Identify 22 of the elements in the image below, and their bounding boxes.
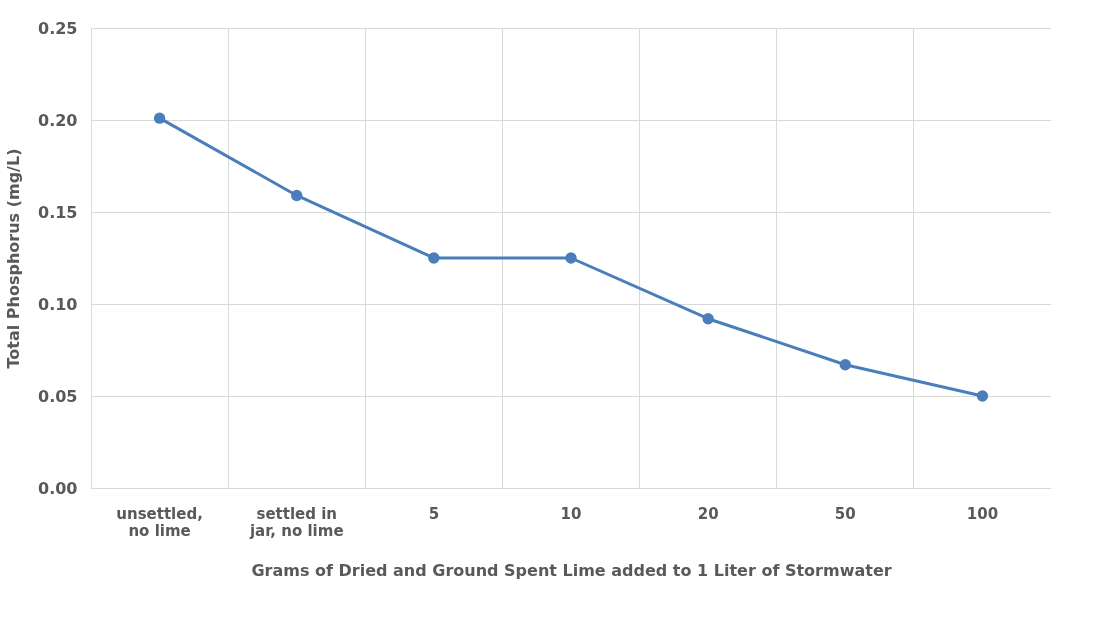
point: [153, 112, 166, 124]
y-tick-label: 0.20: [38, 110, 78, 130]
point: [839, 359, 851, 371]
x-tick-label: 50: [834, 504, 856, 523]
x-tick-label: 5: [428, 504, 440, 523]
x-tick-label: 100: [966, 504, 999, 523]
y-tick-label: 0.25: [38, 18, 78, 38]
point: [702, 313, 714, 325]
y-tick-label: 0.10: [38, 294, 78, 314]
x-tick-label: 20: [697, 504, 719, 523]
y-axis-title: Total Phosphorus (mg/L): [4, 148, 24, 369]
x-tick-label: 10: [560, 504, 582, 523]
point: [565, 252, 577, 264]
x-axis-title: Grams of Dried and Ground Spent Lime added to 1 Liter of Stormwater: [251, 560, 892, 580]
y-tick-label: 0.05: [38, 386, 78, 406]
point: [291, 189, 303, 202]
point: [976, 390, 989, 402]
x-tick-label: settled in jar, no lime: [248, 504, 344, 540]
y-tick-label: 0.00: [38, 478, 78, 498]
point: [428, 252, 440, 264]
y-tick-label: 0.15: [38, 202, 78, 222]
x-tick-label: unsettled, no lime: [116, 504, 203, 540]
